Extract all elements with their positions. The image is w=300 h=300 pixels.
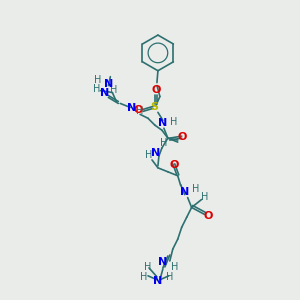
- Text: H: H: [93, 84, 100, 94]
- Text: H: H: [201, 192, 208, 202]
- Text: O: O: [169, 160, 178, 170]
- Text: H: H: [166, 272, 173, 282]
- Text: H: H: [136, 106, 144, 116]
- Text: H: H: [145, 150, 153, 160]
- Text: H: H: [160, 138, 168, 148]
- Text: H: H: [94, 75, 101, 85]
- Text: H: H: [144, 262, 152, 272]
- Text: O: O: [151, 85, 160, 94]
- Text: H: H: [140, 272, 148, 282]
- Text: O: O: [177, 132, 186, 142]
- Text: H: H: [192, 184, 199, 194]
- Text: N: N: [153, 276, 163, 286]
- Text: N: N: [104, 79, 113, 88]
- Text: N: N: [127, 103, 136, 113]
- Text: N: N: [151, 148, 160, 158]
- Text: H: H: [110, 85, 117, 94]
- Text: H: H: [170, 117, 178, 127]
- Text: N: N: [180, 187, 189, 196]
- Text: N: N: [158, 257, 167, 267]
- Text: H: H: [171, 262, 178, 272]
- Text: N: N: [158, 118, 167, 128]
- Text: N: N: [100, 88, 109, 98]
- Text: S: S: [150, 102, 158, 112]
- Text: O: O: [134, 105, 143, 116]
- Text: O: O: [204, 212, 213, 221]
